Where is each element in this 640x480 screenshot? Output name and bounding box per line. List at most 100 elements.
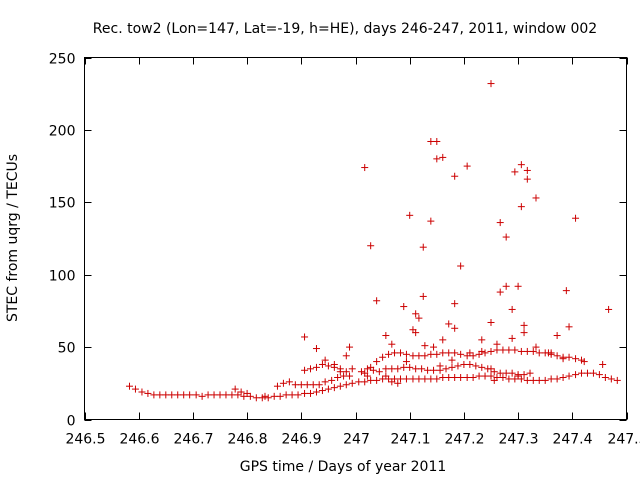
data-point	[361, 378, 369, 386]
data-point	[502, 233, 510, 241]
data-point	[559, 355, 567, 363]
data-point	[478, 336, 486, 344]
data-point	[439, 349, 447, 357]
data-point	[192, 391, 200, 399]
data-point	[502, 282, 510, 290]
data-point	[523, 175, 531, 183]
data-point	[309, 381, 317, 389]
data-point	[523, 166, 531, 174]
data-point	[419, 243, 427, 251]
data-point	[466, 349, 474, 357]
data-point	[388, 340, 396, 348]
data-point	[599, 360, 607, 368]
data-point	[321, 356, 329, 364]
data-point	[402, 358, 410, 366]
data-point	[487, 365, 495, 373]
y-tick-label: 150	[49, 196, 76, 212]
data-point	[324, 362, 332, 370]
data-point	[385, 350, 393, 358]
data-point	[301, 333, 309, 341]
data-point	[433, 375, 441, 383]
data-point	[282, 391, 290, 399]
data-point	[605, 305, 613, 313]
data-point	[418, 365, 426, 373]
data-point	[312, 388, 320, 396]
data-point	[301, 389, 309, 397]
data-point	[433, 155, 441, 163]
data-point	[409, 375, 417, 383]
y-axis: 0 50 100 150 200 250	[49, 52, 627, 430]
data-point	[532, 194, 540, 202]
data-point	[198, 392, 206, 400]
data-point	[535, 349, 543, 357]
data-point	[451, 300, 459, 308]
data-point	[427, 137, 435, 145]
x-tick-label: 246.7	[173, 432, 213, 448]
y-tick-label: 200	[49, 124, 76, 140]
data-point	[496, 288, 504, 296]
data-point	[357, 368, 365, 376]
data-point	[478, 347, 486, 355]
data-point	[451, 324, 459, 332]
data-point	[346, 372, 354, 380]
data-point	[321, 378, 329, 386]
data-point	[514, 282, 522, 290]
x-tick-label: 246.9	[281, 432, 321, 448]
data-point	[288, 391, 296, 399]
data-point	[553, 332, 561, 340]
data-point	[457, 262, 465, 270]
data-point	[472, 362, 480, 370]
data-point	[572, 355, 580, 363]
data-point	[511, 346, 519, 354]
data-point	[427, 375, 435, 383]
data-point	[303, 381, 311, 389]
data-point	[469, 352, 477, 360]
data-point	[487, 347, 495, 355]
data-point	[520, 371, 528, 379]
data-point	[526, 369, 534, 377]
data-point	[589, 369, 597, 377]
data-point	[532, 343, 540, 351]
data-point	[505, 375, 513, 383]
data-point	[150, 391, 158, 399]
y-axis-label: STEC from uqrg / TECUs	[5, 154, 21, 322]
data-point	[168, 391, 176, 399]
data-point	[541, 376, 549, 384]
data-point	[355, 378, 363, 386]
data-point	[451, 374, 459, 382]
data-point	[415, 314, 423, 322]
data-point	[348, 379, 356, 387]
data-point	[402, 350, 410, 358]
data-point	[565, 353, 573, 361]
data-point	[402, 375, 410, 383]
data-point	[228, 391, 236, 399]
data-points	[125, 80, 621, 402]
data-point	[318, 387, 326, 395]
data-point	[240, 392, 248, 400]
data-point	[294, 391, 302, 399]
data-point	[361, 164, 369, 172]
data-point	[363, 365, 371, 373]
data-point	[463, 162, 471, 170]
data-point	[222, 391, 230, 399]
data-point	[433, 350, 441, 358]
data-point	[502, 369, 510, 377]
data-point	[445, 349, 453, 357]
data-point	[559, 374, 567, 382]
data-point	[511, 168, 519, 176]
data-point	[572, 371, 580, 379]
data-point	[406, 363, 414, 371]
data-point	[427, 350, 435, 358]
data-point	[463, 374, 471, 382]
data-point	[517, 203, 525, 211]
data-point	[517, 375, 525, 383]
data-point	[336, 382, 344, 390]
data-point	[261, 392, 269, 400]
data-point	[379, 375, 387, 383]
data-point	[307, 389, 315, 397]
data-point	[315, 381, 323, 389]
data-point	[454, 362, 462, 370]
data-point	[312, 345, 320, 353]
data-point	[508, 369, 516, 377]
data-point	[499, 346, 507, 354]
